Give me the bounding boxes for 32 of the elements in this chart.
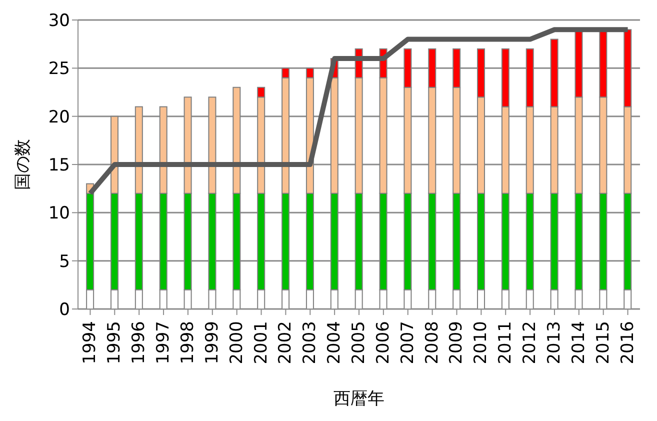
x-tick-label: 1994	[80, 321, 100, 364]
y-tick-label: 10	[48, 204, 70, 224]
x-tick-label: 2004	[324, 321, 345, 364]
x-tick-label: 2000	[226, 321, 247, 364]
x-tick-label: 1999	[202, 321, 222, 364]
x-tick-label: 2007	[398, 321, 418, 364]
x-tick-label: 2002	[276, 321, 296, 364]
y-tick-label: 15	[48, 156, 70, 176]
x-tick-label: 1995	[104, 321, 125, 364]
x-tick-label: 2016	[618, 321, 638, 364]
x-tick-label: 2012	[520, 321, 540, 364]
y-tick-label: 20	[48, 107, 70, 128]
x-tick-label: 2009	[446, 321, 467, 364]
x-tick-label: 2008	[422, 321, 442, 364]
x-tick-label: 2014	[568, 321, 589, 364]
y-tick-label: 25	[48, 59, 70, 80]
x-tick-label: 2011	[496, 321, 516, 364]
x-tick-label: 2001	[251, 321, 272, 364]
y-tick-label: 5	[59, 252, 70, 272]
x-tick-label: 2015	[593, 321, 614, 364]
y-tick-label: 0	[59, 300, 70, 320]
x-tick-label: 1996	[129, 321, 150, 364]
y-axis-title: 国の数	[13, 139, 34, 190]
x-tick-label: 2013	[544, 321, 564, 364]
x-tick-label: 2010	[471, 321, 492, 364]
y-tick-label: 30	[48, 11, 70, 32]
x-tick-label: 1997	[154, 321, 174, 364]
x-axis-title: 西暦年	[334, 389, 384, 409]
x-tick-label: 2006	[373, 321, 394, 364]
x-tick-label: 1998	[178, 321, 198, 364]
x-tick-label: 2003	[300, 321, 320, 364]
x-tick-label: 2005	[349, 321, 369, 364]
